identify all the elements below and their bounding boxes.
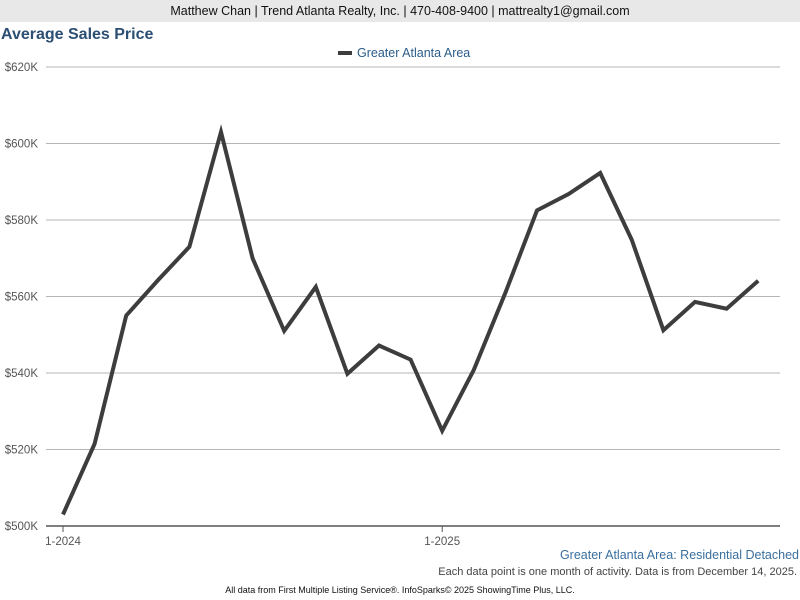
legend-swatch (338, 50, 352, 55)
y-tick-label: $540K (5, 368, 39, 380)
y-tick-label: $500K (5, 521, 39, 533)
chart-title: Average Sales Price (1, 26, 154, 43)
y-tick-label: $520K (5, 445, 39, 457)
series-line-greater-atlanta (61, 124, 760, 516)
y-tick-label: $620K (5, 62, 39, 74)
x-tick-label: 1-2025 (424, 536, 460, 548)
contact-header: Matthew Chan | Trend Atlanta Realty, Inc… (0, 0, 800, 22)
legend-label: Greater Atlanta Area (357, 46, 471, 60)
footer-note: Each data point is one month of activity… (438, 566, 797, 578)
y-tick-label: $600K (5, 139, 39, 151)
y-tick-label: $560K (5, 292, 39, 304)
x-tick-label: 1-2024 (45, 536, 81, 548)
legend[interactable]: Greater Atlanta Area (338, 46, 470, 60)
footer-source: All data from First Multiple Listing Ser… (225, 585, 575, 595)
y-tick-label: $580K (5, 215, 39, 227)
footer-series-label: Greater Atlanta Area: Residential Detach… (559, 548, 799, 562)
